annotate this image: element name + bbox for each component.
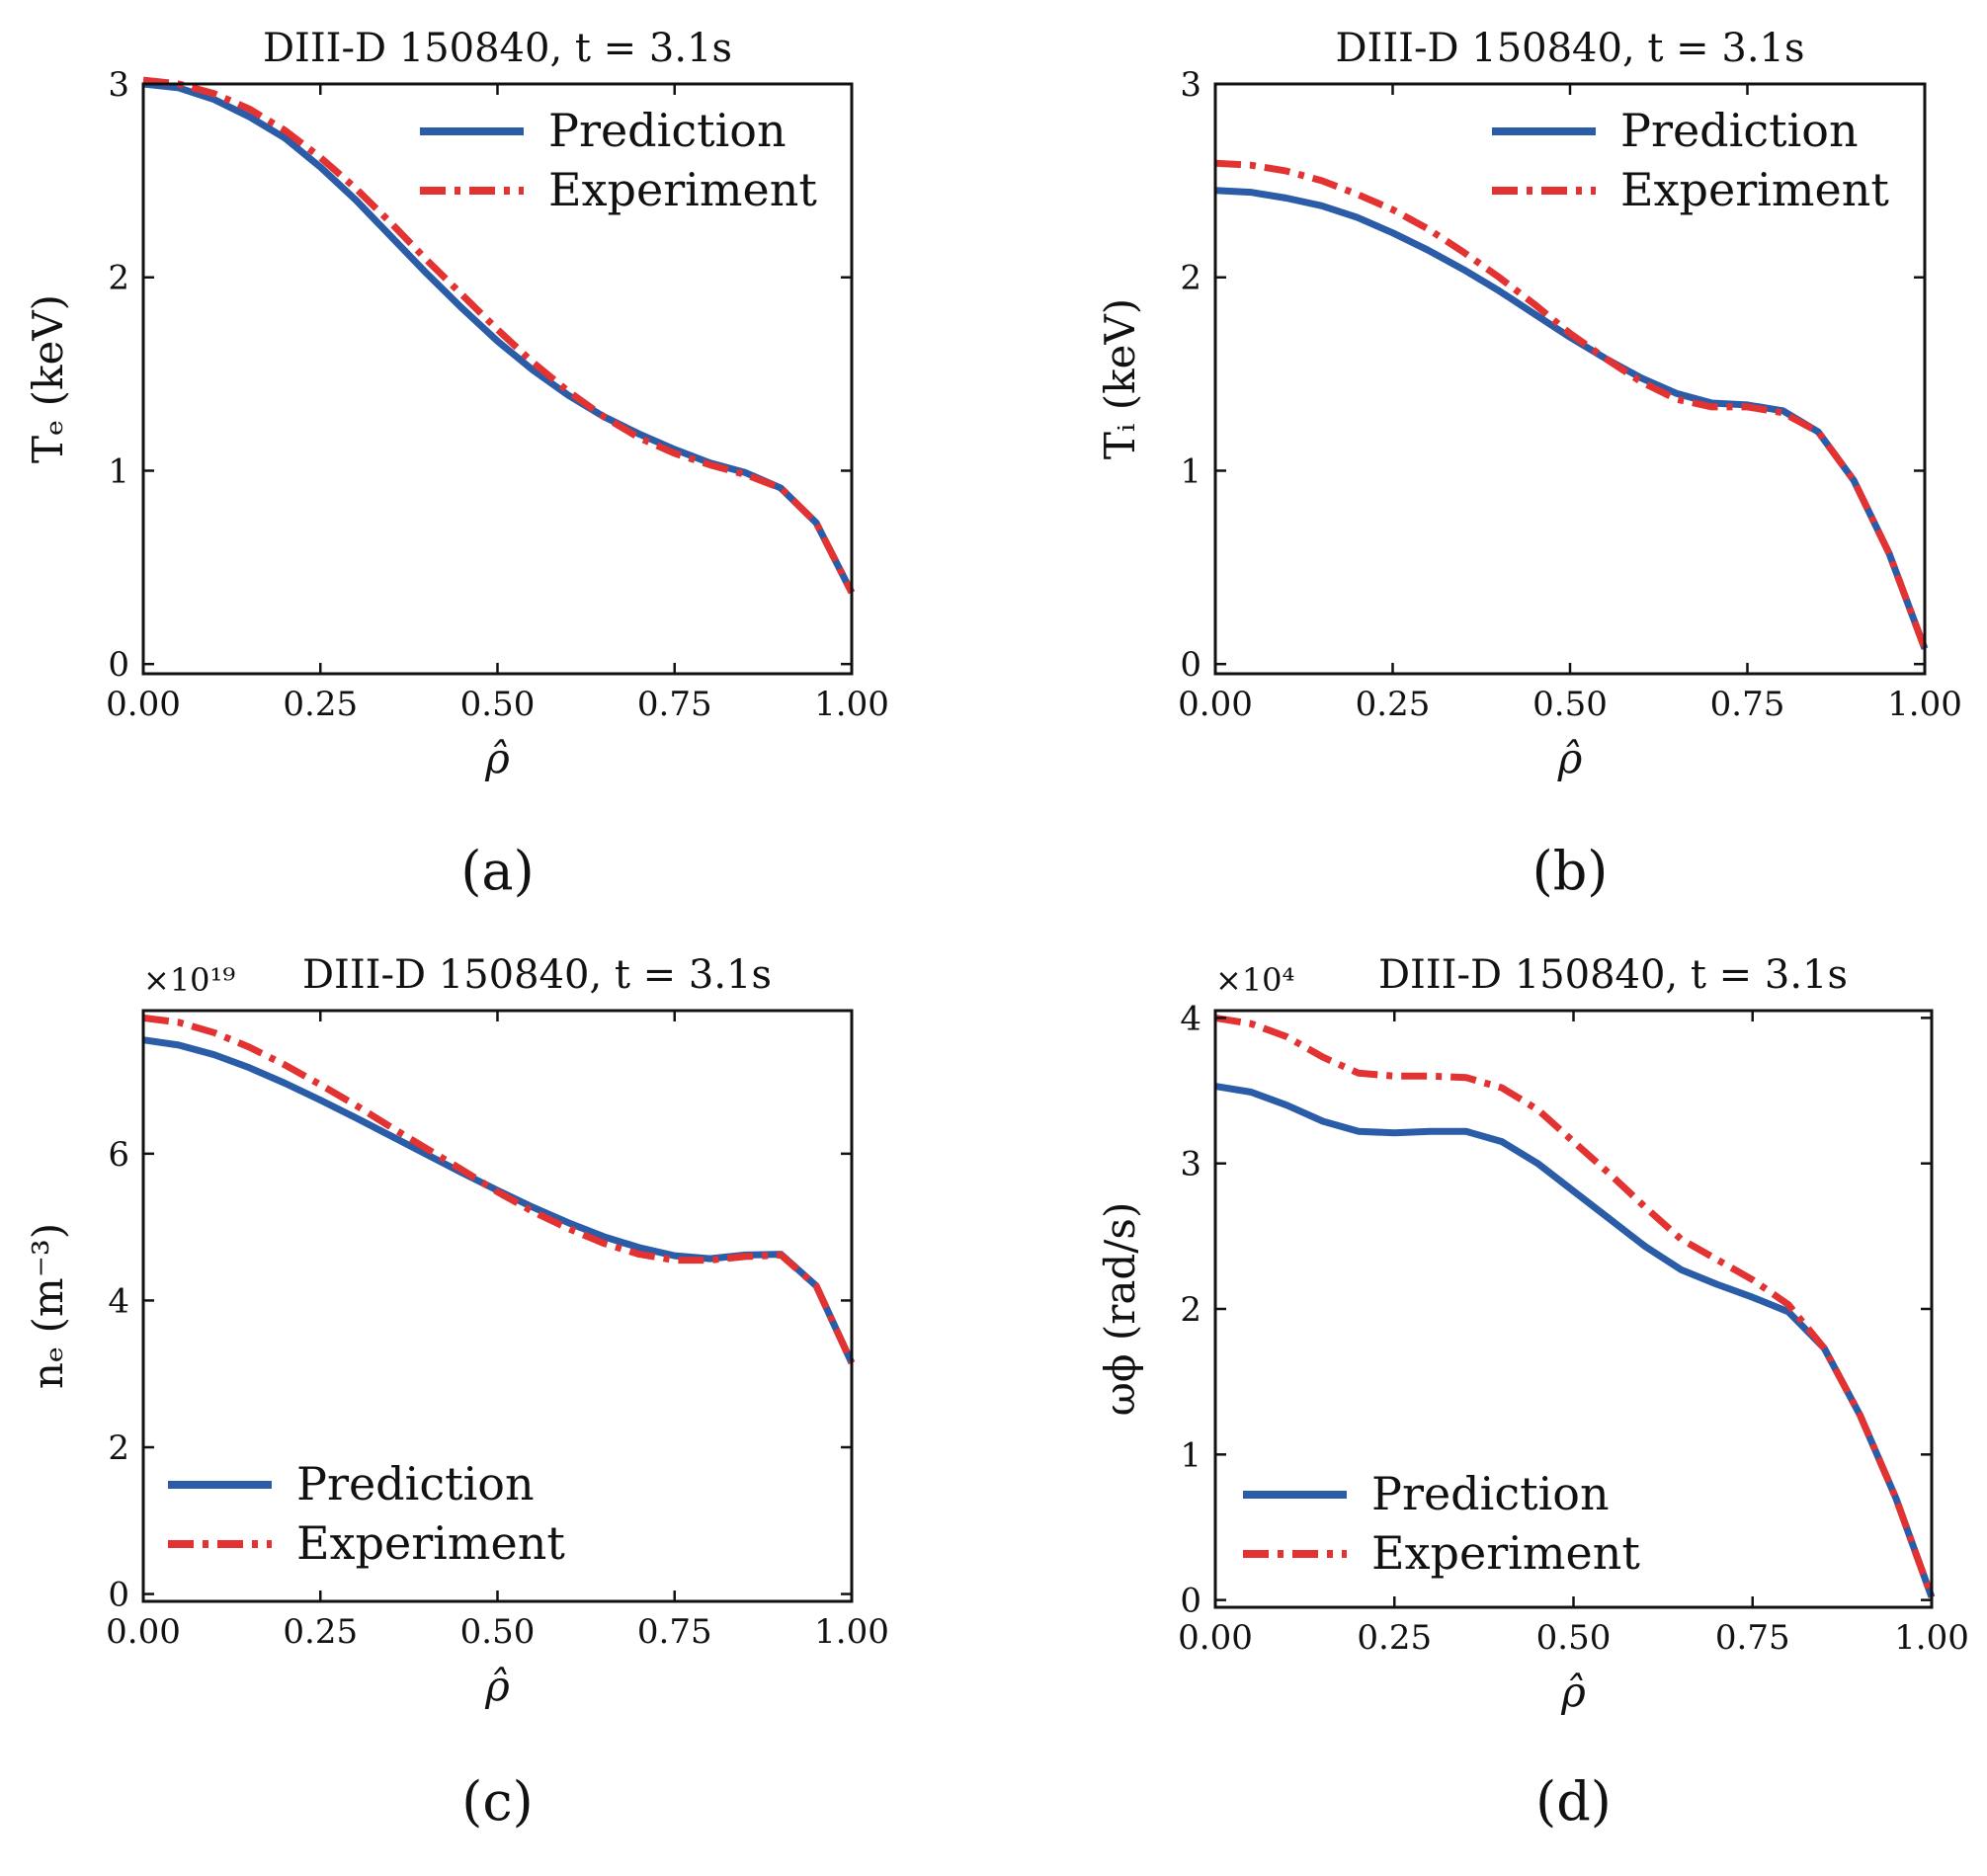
x-tick-label: 0.50 xyxy=(1532,685,1608,724)
y-axis-label: Tᵢ (keV) xyxy=(1096,298,1144,459)
series-line-prediction xyxy=(1214,187,1929,650)
axis-multiplier: ×10⁴ xyxy=(1215,961,1294,999)
series-line-prediction xyxy=(142,80,856,595)
x-tick-label: 0.25 xyxy=(283,685,358,724)
y-tick-label: 4 xyxy=(1180,999,1201,1038)
legend-label-prediction: Prediction xyxy=(1620,104,1859,157)
y-tick-label: 0 xyxy=(108,645,129,685)
y-tick-label: 2 xyxy=(108,259,129,298)
y-tick-label: 1 xyxy=(1180,451,1201,491)
x-tick-label: 0.25 xyxy=(283,1612,358,1652)
legend-label-experiment: Experiment xyxy=(1620,163,1889,216)
x-tick-label: 0.75 xyxy=(1715,1618,1790,1658)
x-tick-label: 0.50 xyxy=(1536,1618,1612,1658)
panel-a: 0.00 0.25 0.50 0.75 1.00 0 1 2 3 DIII-D 150840, t… xyxy=(24,26,889,902)
y-tick-label: 2 xyxy=(108,1428,129,1468)
chart-title: DIII-D 150840, t = 3.1s xyxy=(302,952,772,998)
x-tick-label: 1.00 xyxy=(1887,685,1962,724)
y-tick-label: 0 xyxy=(108,1576,129,1615)
x-tick-label: 1.00 xyxy=(814,685,889,724)
x-axis-label: ρ̂ xyxy=(1560,1668,1586,1716)
y-tick-label: 0 xyxy=(1180,1582,1201,1621)
legend-label-prediction: Prediction xyxy=(1371,1467,1610,1520)
x-tick-label: 0.00 xyxy=(106,1612,181,1652)
panel-caption: (d) xyxy=(1535,1770,1612,1833)
panel-c: 0.00 0.25 0.50 0.75 1.00 0 2 4 6 ×10¹⁹ DIII-D 1508… xyxy=(24,952,889,1833)
y-tick-label: 2 xyxy=(1180,1290,1201,1330)
panel-caption: (c) xyxy=(461,1770,533,1833)
x-tick-label: 0.75 xyxy=(637,685,712,724)
y-tick-label: 2 xyxy=(1180,259,1201,298)
x-axis-label: ρ̂ xyxy=(1557,734,1583,782)
panel-caption: (b) xyxy=(1532,840,1609,902)
y-tick-label: 6 xyxy=(108,1135,129,1175)
legend-label-experiment: Experiment xyxy=(548,163,817,216)
series-line-experiment xyxy=(1214,1014,1936,1598)
x-tick-label: 0.00 xyxy=(1178,685,1253,724)
x-tick-label: 1.00 xyxy=(1894,1618,1969,1658)
y-tick-label: 4 xyxy=(108,1281,129,1321)
y-tick-label: 1 xyxy=(1180,1435,1201,1475)
y-tick-label: 1 xyxy=(108,451,129,491)
y-axis-label: nₑ (m⁻³) xyxy=(24,1223,72,1389)
panel-caption: (a) xyxy=(460,840,534,902)
x-tick-label: 0.75 xyxy=(1710,685,1785,724)
chart-title: DIII-D 150840, t = 3.1s xyxy=(263,26,732,71)
y-axis-label: ωϕ (rad/s) xyxy=(1096,1202,1144,1417)
chart-title: DIII-D 150840, t = 3.1s xyxy=(1335,26,1804,71)
x-tick-label: 0.50 xyxy=(460,1612,536,1652)
x-tick-label: 1.00 xyxy=(814,1612,889,1652)
legend-label-experiment: Experiment xyxy=(296,1516,565,1570)
x-tick-label: 0.50 xyxy=(460,685,536,724)
x-tick-label: 0.00 xyxy=(1178,1618,1253,1658)
y-tick-label: 3 xyxy=(1180,65,1201,105)
x-tick-label: 0.00 xyxy=(106,685,181,724)
x-tick-label: 0.25 xyxy=(1357,1618,1432,1658)
series-line-prediction xyxy=(1214,1083,1936,1598)
legend-label-prediction: Prediction xyxy=(296,1457,535,1510)
panel-b: 0.00 0.25 0.50 0.75 1.00 0 1 2 3 DIII-D 150840, t… xyxy=(1096,26,1962,902)
y-tick-label: 3 xyxy=(108,65,129,105)
axis-multiplier: ×10¹⁹ xyxy=(143,961,235,999)
y-axis-label: Tₑ (keV) xyxy=(24,294,72,463)
x-tick-label: 0.75 xyxy=(637,1612,712,1652)
x-tick-label: 0.25 xyxy=(1356,685,1431,724)
series-line-experiment xyxy=(1214,159,1929,650)
x-axis-label: ρ̂ xyxy=(484,734,510,782)
panel-d: 0.00 0.25 0.50 0.75 1.00 0 1 2 3 4 ×10⁴ DIII-D 1508… xyxy=(1096,952,1969,1833)
legend-label-prediction: Prediction xyxy=(548,104,787,157)
x-axis-label: ρ̂ xyxy=(484,1662,510,1710)
series-line-prediction xyxy=(142,1036,856,1365)
legend-label-experiment: Experiment xyxy=(1371,1526,1640,1580)
chart-title: DIII-D 150840, t = 3.1s xyxy=(1378,952,1848,998)
plot-frame xyxy=(141,1009,854,1603)
y-tick-label: 0 xyxy=(1180,645,1201,685)
y-tick-label: 3 xyxy=(1180,1145,1201,1184)
series-line-experiment xyxy=(142,1014,856,1365)
